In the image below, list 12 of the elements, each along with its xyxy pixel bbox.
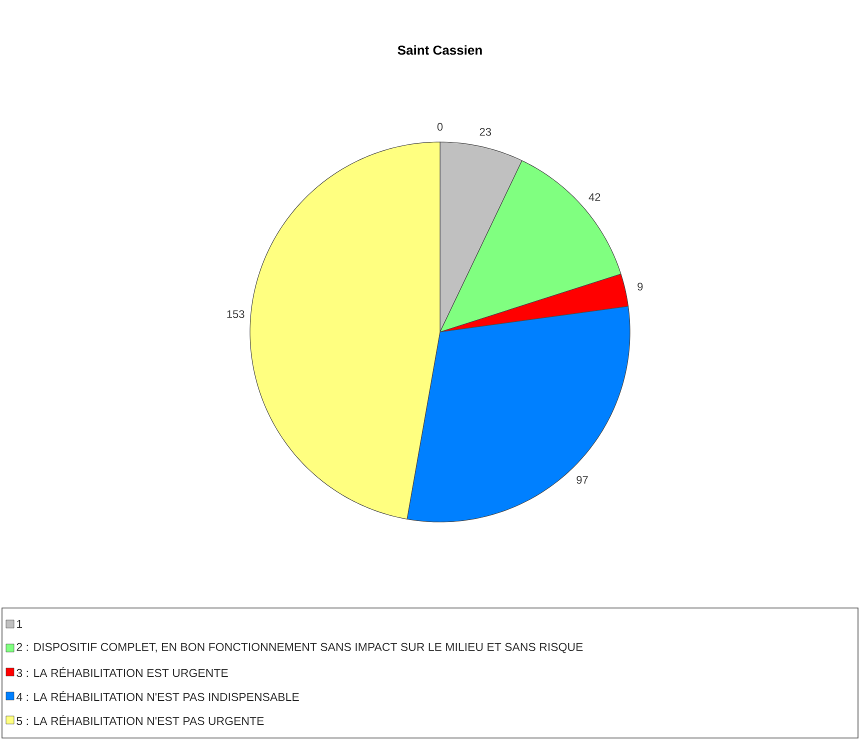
data-label: 9 — [638, 282, 643, 291]
legend-label: 1 — [17, 620, 22, 628]
legend-label: 3 : LA RÉHABILITATION EST URGENTE — [16, 666, 228, 678]
data-label: 97 — [576, 476, 588, 484]
legend-label: 5 : LA RÉHABILITATION N'EST PAS URGENTE — [16, 714, 264, 726]
legend-label: 4 : LA RÉHABILITATION N'EST PAS INDISPENSABLE — [16, 690, 299, 702]
data-label: 23 — [480, 128, 492, 136]
text: 0 — [437, 122, 443, 131]
data-label: 42 — [588, 193, 600, 201]
legend-label: 2 : DISPOSITIF COMPLET, EN BON FONCTIONNEMENT SANS IMPACT SUR LE MILIEU ET SANS RISQUE — [16, 642, 583, 654]
data-label: 153 — [227, 310, 244, 318]
chart-title: Saint Cassien — [398, 45, 482, 55]
